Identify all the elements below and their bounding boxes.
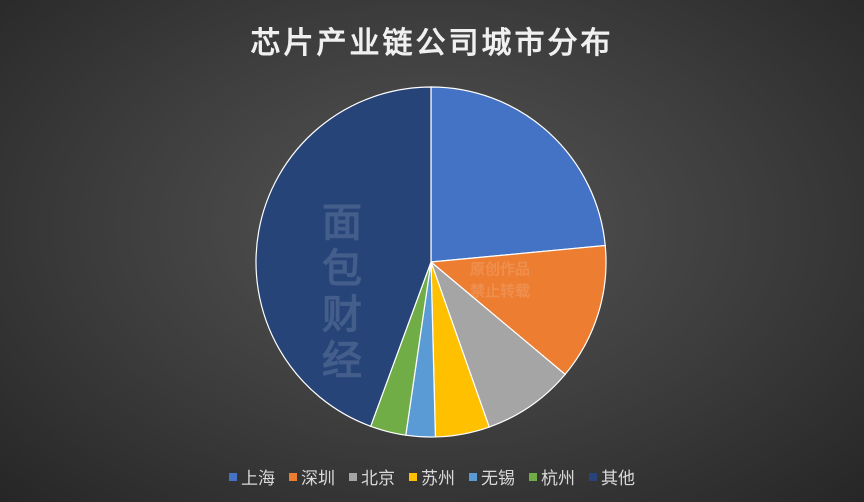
legend-label: 其他: [601, 469, 635, 489]
legend-item: 上海: [229, 464, 275, 489]
legend-item: 深圳: [289, 464, 335, 489]
pie-slice-深圳: [429, 244, 607, 376]
legend-item: 杭州: [529, 464, 575, 489]
chart-title: 芯片产业链公司城市分布: [250, 26, 614, 61]
legend-swatch: [469, 472, 477, 481]
legend-label: 苏州: [421, 469, 455, 489]
legend-label: 杭州: [541, 469, 575, 489]
watermark-line1: 原创作品: [470, 260, 531, 278]
legend: 上海 深圳 北京 苏州 无锡 杭州 其他: [0, 464, 864, 489]
legend-swatch: [289, 472, 297, 481]
legend-label: 深圳: [301, 469, 335, 489]
legend-item: 其他: [589, 464, 635, 489]
legend-swatch: [229, 472, 237, 481]
legend-swatch: [589, 472, 597, 481]
legend-swatch: [349, 472, 357, 481]
pie-slice-上海: [430, 86, 606, 263]
legend-item: 北京: [349, 464, 395, 489]
legend-swatch: [529, 472, 537, 481]
legend-label: 北京: [361, 469, 395, 489]
pie-slice-其他: [255, 86, 432, 428]
watermark-logo: 面包财经: [322, 200, 362, 384]
pie-slice-北京: [429, 260, 566, 428]
legend-item: 苏州: [409, 464, 455, 489]
legend-item: 无锡: [469, 464, 515, 489]
watermark-line2: 禁止转载: [470, 282, 531, 300]
legend-label: 上海: [241, 469, 275, 489]
legend-swatch: [409, 472, 417, 481]
legend-label: 无锡: [481, 469, 515, 489]
